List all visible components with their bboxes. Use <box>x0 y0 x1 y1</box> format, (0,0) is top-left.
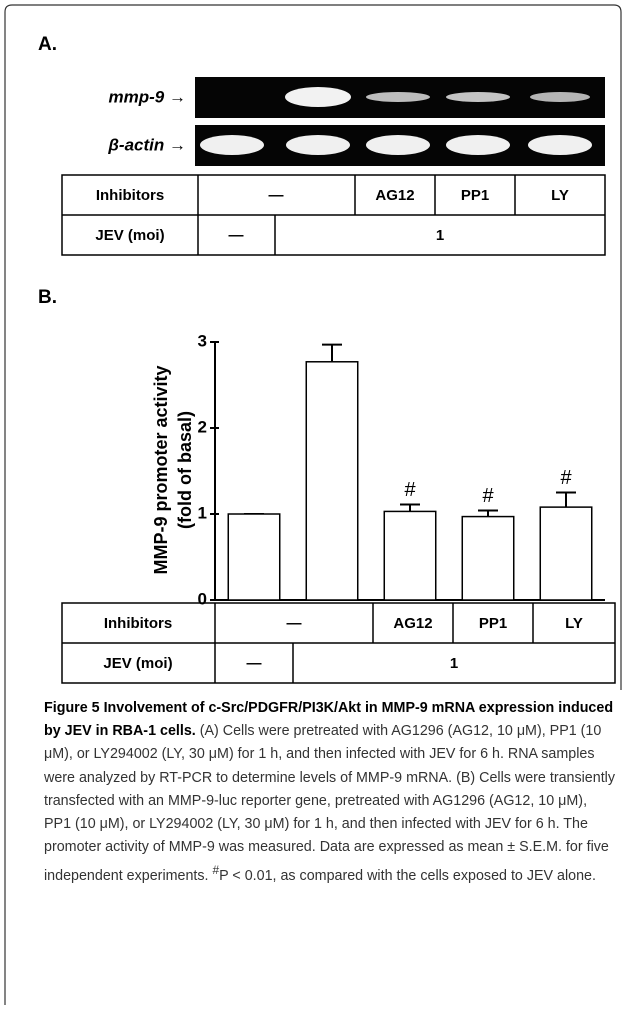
table-cell: 1 <box>450 655 458 672</box>
table-cell: 1 <box>436 227 444 244</box>
gel-band <box>366 92 430 102</box>
table-cell: JEV (moi) <box>103 655 172 672</box>
table-cell: — <box>247 655 262 672</box>
table-cell: LY <box>551 187 569 204</box>
table-cell: PP1 <box>461 187 489 204</box>
table-cell: — <box>229 227 244 244</box>
table-cell: Inhibitors <box>96 187 164 204</box>
annotation: # <box>482 485 494 507</box>
table-b: Inhibitors — AG12 PP1 LY JEV (moi) — 1 <box>62 603 615 683</box>
annotation: # <box>404 479 416 501</box>
table-cell: JEV (moi) <box>95 227 164 244</box>
bar <box>306 362 357 600</box>
y-tick-label: 2 <box>198 417 207 436</box>
y-tick-label: 3 <box>198 331 207 350</box>
page: A. mmp-9 → β-actin → Inhibitors — AG12 P… <box>0 0 629 1009</box>
bar <box>228 514 279 600</box>
y-axis-label: MMP-9 promoter activity <box>151 365 171 574</box>
gel-band <box>285 87 351 107</box>
table-cell: — <box>269 187 284 204</box>
table-a: Inhibitors — AG12 PP1 LY JEV (moi) — 1 <box>62 175 605 255</box>
table-cell: AG12 <box>375 187 414 204</box>
caption: Figure 5 Involvement of c-Src/PDGFR/PI3K… <box>44 697 616 888</box>
panel-label: A. <box>38 34 57 55</box>
table-cell: PP1 <box>479 615 507 632</box>
caption-text: P < 0.01, as compared with the cells exp… <box>219 868 596 884</box>
table-cell: LY <box>565 615 583 632</box>
gel-band <box>200 135 264 155</box>
gel-band <box>528 135 592 155</box>
caption-text: (A) Cells were pretreated with AG1296 (A… <box>44 723 615 884</box>
annotation: # <box>560 467 572 489</box>
gel-label: mmp-9 → <box>109 87 186 106</box>
y-axis-label: (fold of basal) <box>175 411 195 529</box>
y-tick-label: 1 <box>198 503 207 522</box>
y-tick-label: 0 <box>198 589 207 608</box>
table-cell: AG12 <box>393 615 432 632</box>
gel-band <box>530 92 590 102</box>
panel-label: B. <box>38 287 57 308</box>
table-cell: Inhibitors <box>104 615 172 632</box>
bar <box>540 507 591 600</box>
gel-band <box>446 135 510 155</box>
gel-label: β-actin → <box>107 135 186 154</box>
gel-band <box>366 135 430 155</box>
bar <box>384 511 435 600</box>
gel-band <box>286 135 350 155</box>
table-cell: — <box>287 615 302 632</box>
gel-band <box>446 92 510 102</box>
bar <box>462 517 513 600</box>
chart: MMP-9 promoter activity (fold of basal) … <box>151 331 605 608</box>
